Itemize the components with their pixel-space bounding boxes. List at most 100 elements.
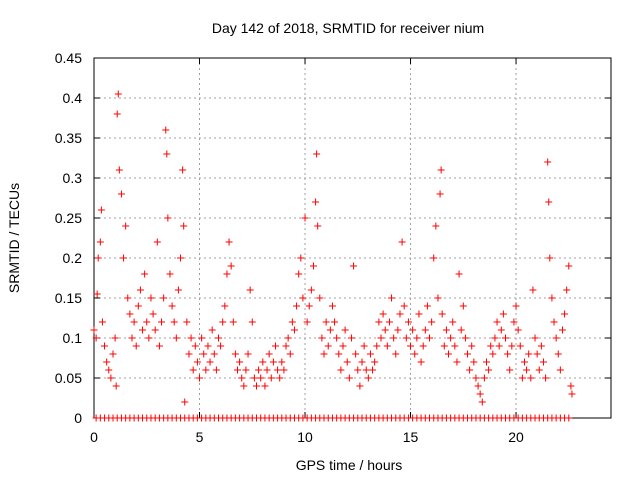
y-axis-label: SRMTID / TECUs <box>6 183 22 293</box>
data-point <box>567 382 575 390</box>
data-point <box>409 326 417 334</box>
data-point <box>369 366 377 374</box>
data-point <box>480 374 488 382</box>
x-tick-label: 20 <box>508 429 524 445</box>
data-point <box>284 334 292 342</box>
data-point <box>139 326 147 334</box>
data-point <box>196 374 204 382</box>
data-point <box>257 374 265 382</box>
data-point <box>153 238 161 246</box>
data-point <box>525 350 533 358</box>
data-point <box>111 334 119 342</box>
data-point <box>318 334 326 342</box>
data-point <box>533 350 541 358</box>
data-point <box>430 254 438 262</box>
data-point <box>535 366 543 374</box>
data-point <box>445 350 453 358</box>
data-point <box>191 342 199 350</box>
data-point <box>568 390 576 398</box>
data-point <box>223 270 231 278</box>
data-point <box>229 318 237 326</box>
data-point <box>546 254 554 262</box>
data-point <box>379 310 387 318</box>
data-point <box>544 158 552 166</box>
data-point <box>149 310 157 318</box>
data-point <box>419 342 427 350</box>
data-point <box>250 374 258 382</box>
data-point <box>383 342 391 350</box>
data-point <box>96 238 104 246</box>
data-point <box>482 358 490 366</box>
data-point <box>179 166 187 174</box>
data-point <box>307 286 315 294</box>
data-point <box>442 326 450 334</box>
data-point <box>552 334 560 342</box>
data-point <box>464 350 472 358</box>
data-point <box>385 318 393 326</box>
data-points <box>90 90 576 422</box>
data-point <box>415 310 423 318</box>
data-point <box>267 374 275 382</box>
data-point <box>377 334 385 342</box>
data-point <box>339 342 347 350</box>
data-point <box>269 358 277 366</box>
data-point <box>303 318 311 326</box>
data-point <box>504 350 512 358</box>
data-point <box>550 318 558 326</box>
data-point <box>246 286 254 294</box>
data-point <box>132 342 140 350</box>
data-point <box>459 302 467 310</box>
data-point <box>276 374 284 382</box>
data-point <box>305 302 313 310</box>
data-point <box>476 390 484 398</box>
data-point <box>520 358 528 366</box>
data-point <box>295 270 303 278</box>
data-point <box>423 302 431 310</box>
data-point <box>432 222 440 230</box>
data-point <box>451 342 459 350</box>
data-point <box>343 358 351 366</box>
data-point <box>362 366 370 374</box>
data-point <box>206 358 214 366</box>
data-point <box>185 350 193 358</box>
data-point <box>434 294 442 302</box>
data-point <box>238 374 246 382</box>
data-point <box>227 262 235 270</box>
data-point <box>225 238 233 246</box>
data-point <box>457 326 465 334</box>
data-point <box>215 334 223 342</box>
data-point <box>337 366 345 374</box>
data-point <box>501 334 509 342</box>
data-point <box>499 310 507 318</box>
data-point <box>180 222 188 230</box>
data-point <box>438 310 446 318</box>
y-tick-label: 0.35 <box>55 130 82 146</box>
data-point <box>126 310 134 318</box>
data-point <box>565 414 573 422</box>
x-tick-label: 10 <box>297 429 313 445</box>
x-tick-label: 5 <box>196 429 204 445</box>
data-point <box>114 90 122 98</box>
data-point <box>316 294 324 302</box>
data-point <box>174 286 182 294</box>
data-point <box>134 302 142 310</box>
data-point <box>390 334 398 342</box>
data-point <box>324 342 332 350</box>
data-point <box>94 254 102 262</box>
data-point <box>219 318 227 326</box>
y-tick-label: 0.2 <box>63 250 83 266</box>
data-point <box>187 334 195 342</box>
y-tick-label: 0.4 <box>63 90 83 106</box>
data-point <box>512 302 520 310</box>
data-point <box>202 366 210 374</box>
data-point <box>122 222 130 230</box>
data-point <box>128 334 136 342</box>
data-point <box>495 342 503 350</box>
y-tick-label: 0.15 <box>55 290 82 306</box>
data-point <box>143 318 151 326</box>
data-point <box>147 294 155 302</box>
data-point <box>261 382 269 390</box>
data-point <box>493 318 501 326</box>
data-point <box>491 334 499 342</box>
data-point <box>217 342 225 350</box>
